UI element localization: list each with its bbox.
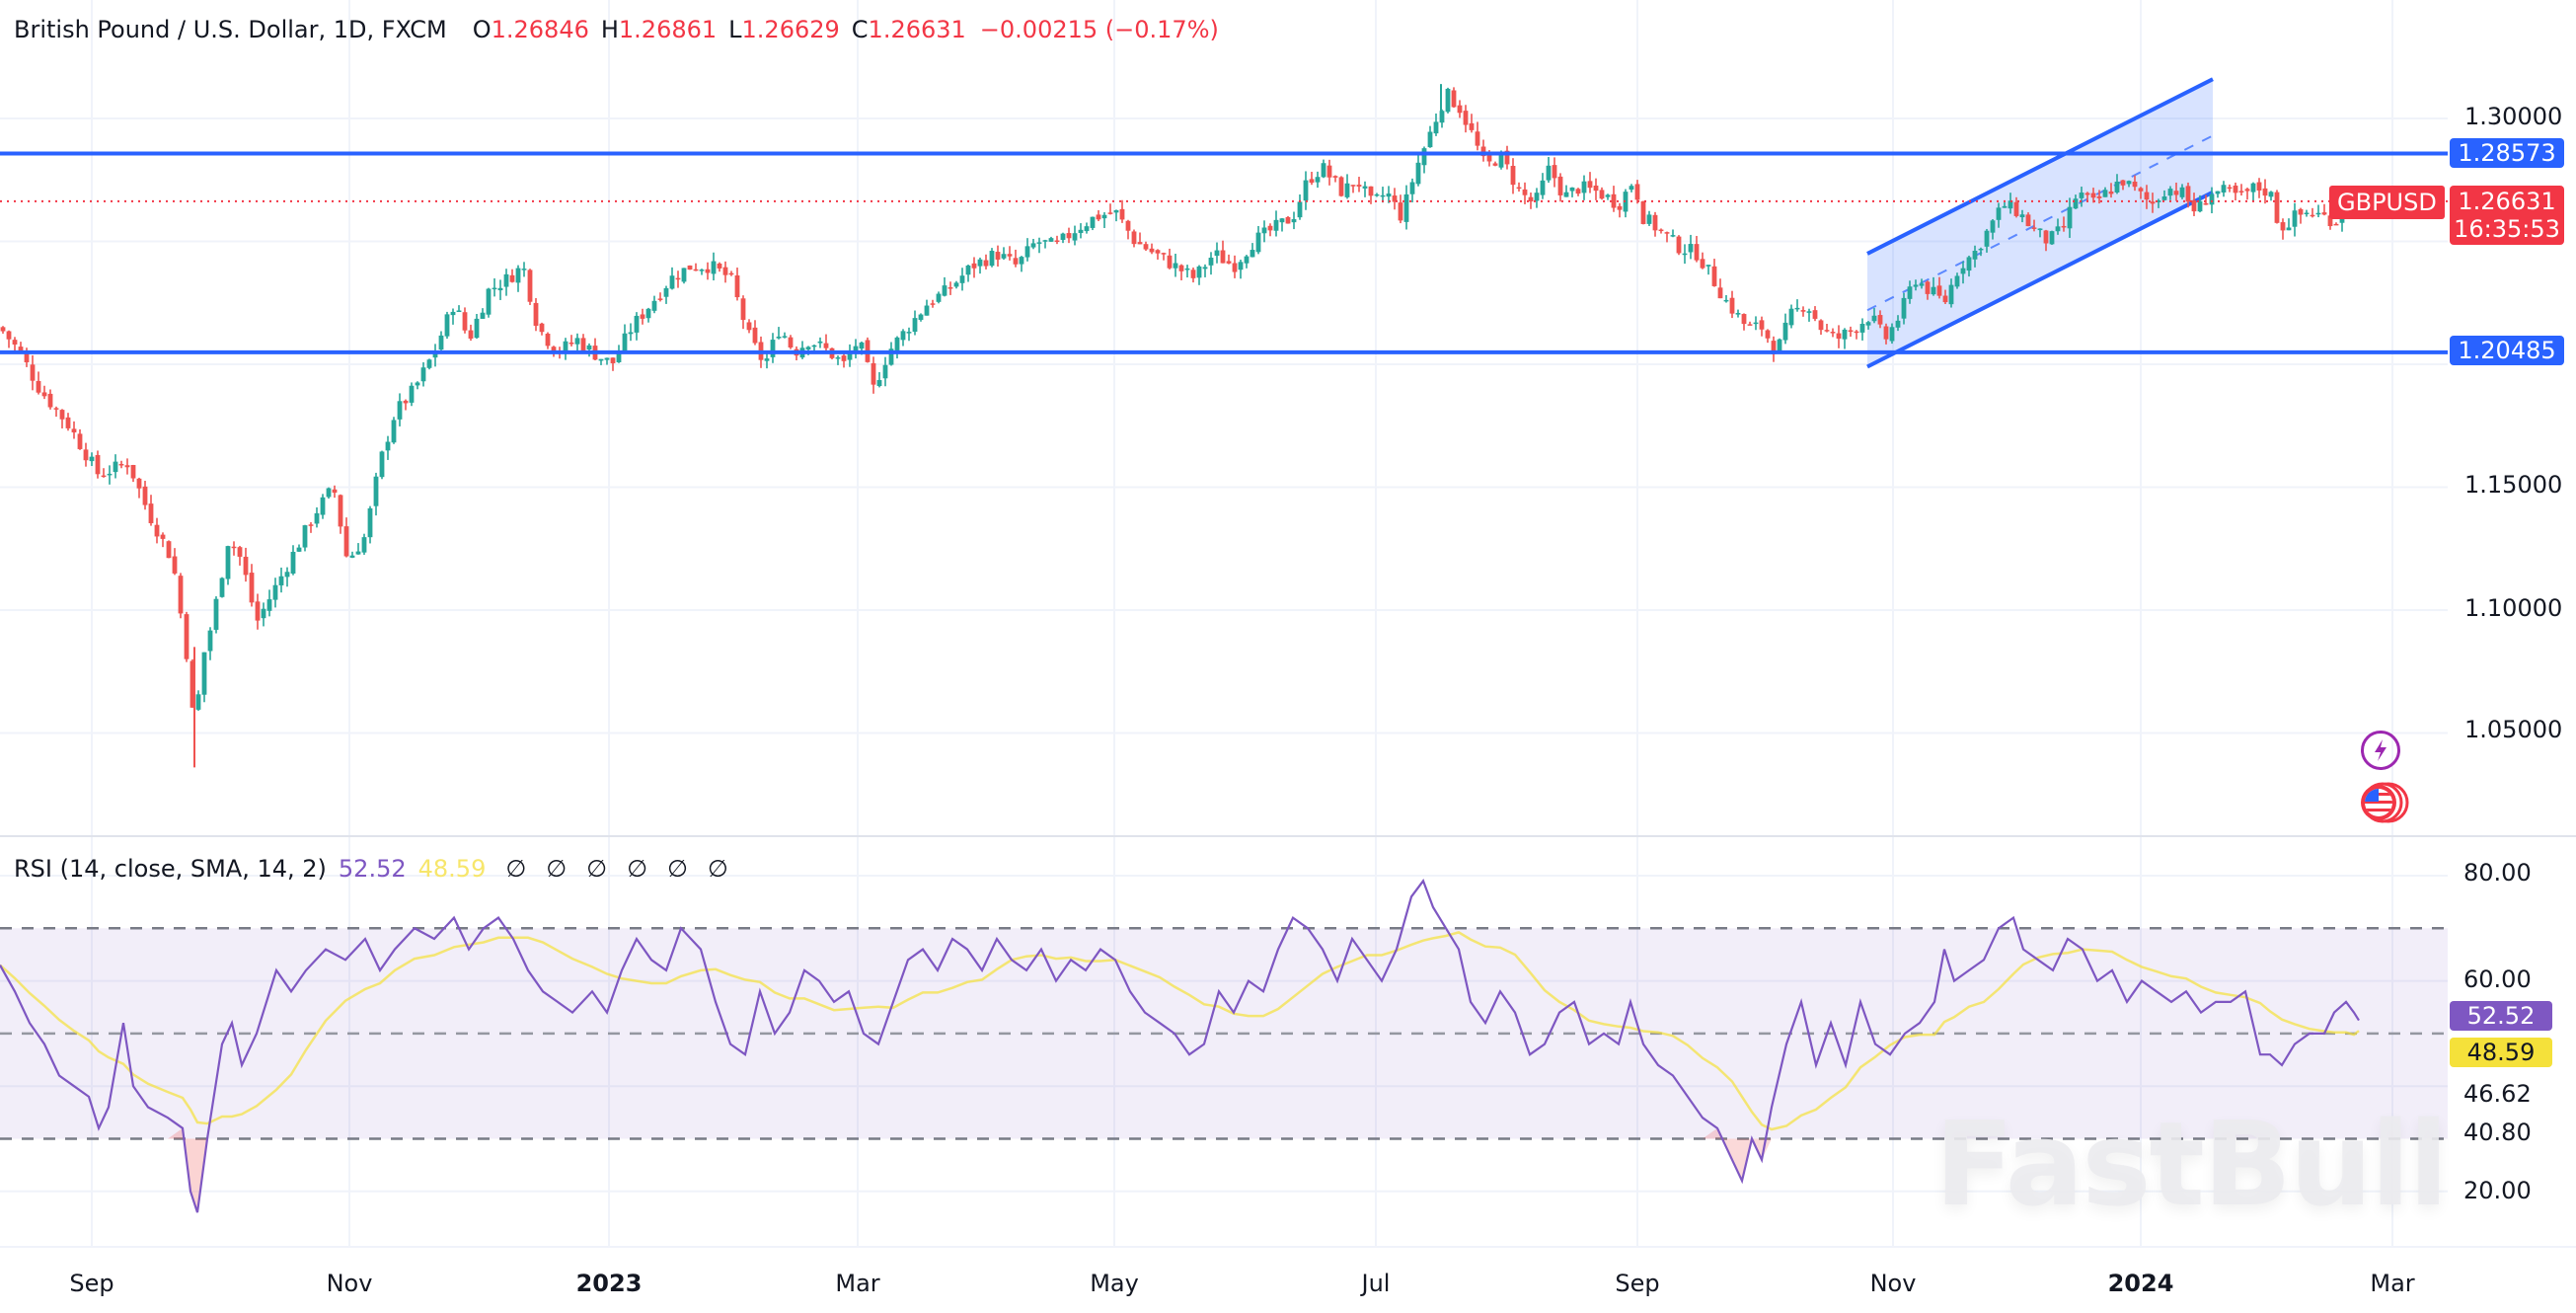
current-price-tag[interactable]: 1.26631 16:35:53 [2450,186,2564,245]
na-mark: ∅ [546,855,568,883]
price-tick: 1.05000 [2464,716,2563,743]
rsi-tick: 80.00 [2463,859,2532,887]
time-tick: Nov [1869,1270,1917,1297]
us-flag-events-icon[interactable] [2359,780,2409,823]
high-label: H [600,16,619,43]
rsi-legend[interactable]: RSI (14, close, SMA, 14, 2) 52.52 48.59 … [14,855,728,883]
open-value: 1.26846 [491,16,589,43]
time-tick: Nov [326,1270,373,1297]
parallel-channel[interactable] [1866,77,2214,369]
rsi-sma-tag: 48.59 [2450,1038,2552,1067]
time-tick: Mar [835,1270,880,1297]
na-mark: ∅ [707,855,728,883]
low-value: 1.26629 [741,16,840,43]
level-tag-support[interactable]: 1.20485 [2450,336,2564,365]
watermark-logo: FastBull [1934,1096,2449,1232]
rsi-title[interactable]: RSI (14, close, SMA, 14, 2) [14,855,327,883]
rsi-series [0,879,2360,1213]
symbol-title[interactable]: British Pound / U.S. Dollar, 1D, FXCM [14,16,447,43]
rsi-tick: 20.00 [2463,1177,2532,1204]
rsi-value: 52.52 [338,855,407,883]
na-mark: ∅ [586,855,608,883]
current-price: 1.26631 [2458,188,2556,215]
bar-countdown: 16:35:53 [2454,215,2560,243]
high-value: 1.26861 [618,16,718,43]
na-mark: ∅ [505,855,527,883]
change-value: −0.00215 (−0.17%) [979,16,1219,43]
time-tick: Mar [2370,1270,2415,1297]
na-mark: ∅ [627,855,647,883]
rsi-tick: 46.62 [2463,1080,2532,1108]
time-tick: 2024 [2107,1270,2174,1297]
symbol-tag[interactable]: GBPUSD [2329,186,2445,219]
time-tick: Sep [69,1270,114,1297]
price-tick: 1.30000 [2464,103,2563,130]
na-mark: ∅ [666,855,688,883]
lightning-icon[interactable] [2361,731,2400,770]
price-tick: 1.10000 [2464,594,2563,622]
low-label: L [728,16,742,43]
rsi-tick: 60.00 [2463,965,2532,993]
rsi-value-tag: 52.52 [2450,1001,2552,1031]
open-label: O [472,16,492,43]
close-label: C [851,16,869,43]
price-tick: 1.15000 [2464,471,2563,499]
time-tick: Jul [1361,1270,1391,1297]
time-tick: 2023 [575,1270,643,1297]
candlestick-series [0,84,2345,768]
rsi-tick: 40.80 [2463,1119,2532,1146]
rsi-sma-value: 48.59 [417,855,487,883]
horizontal-levels[interactable] [0,151,2448,354]
time-tick: Sep [1615,1270,1660,1297]
grid-lines [0,0,2448,1247]
level-tag-resistance[interactable]: 1.28573 [2450,138,2564,168]
close-value: 1.26631 [868,16,966,43]
time-tick: May [1090,1270,1139,1297]
